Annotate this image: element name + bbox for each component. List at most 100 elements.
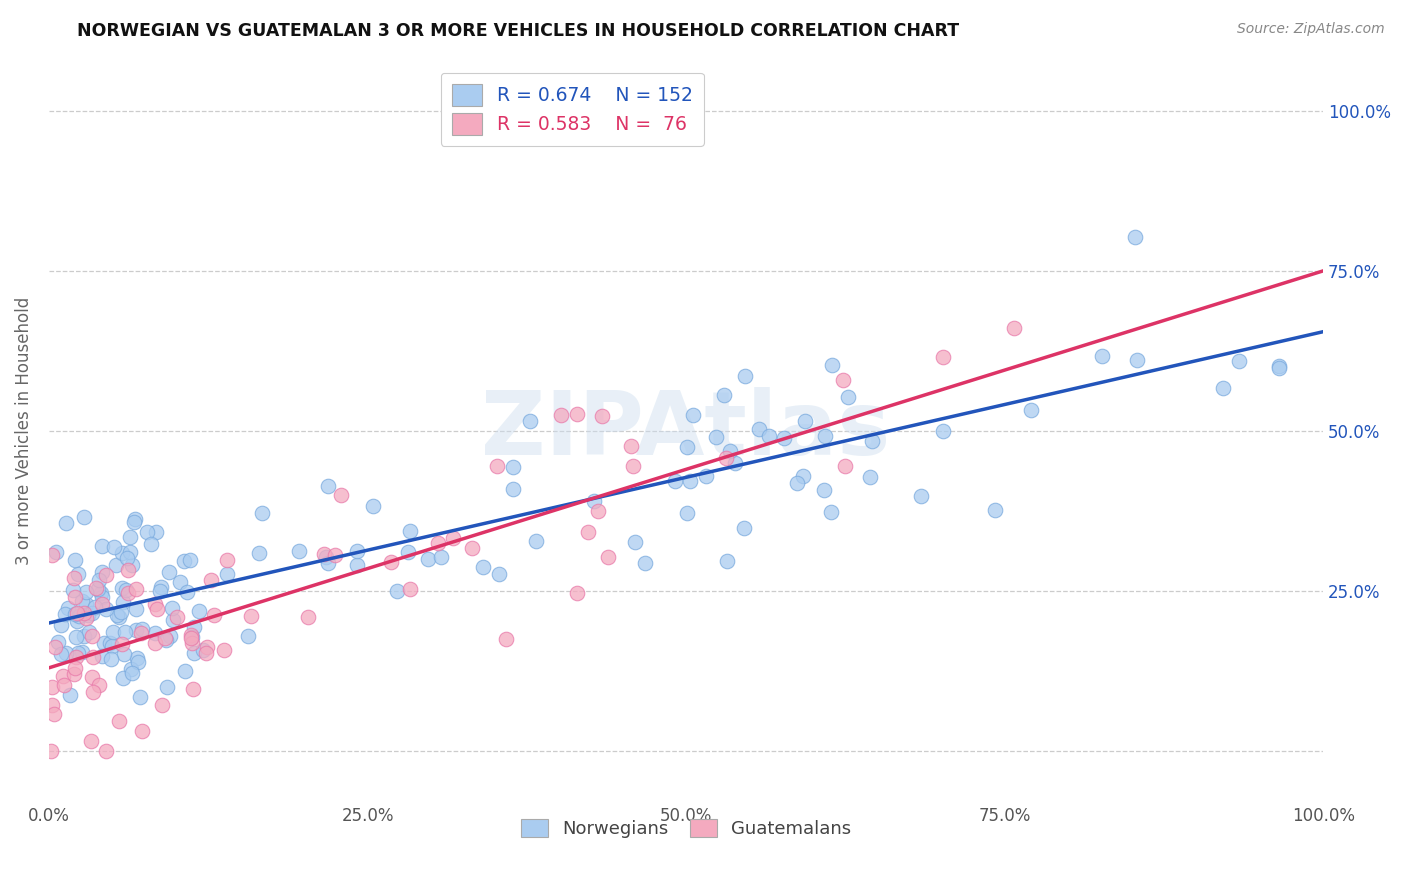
- Point: [252, 506, 274, 520]
- Point: [162, 613, 184, 627]
- Point: [63, 661, 86, 675]
- Point: [984, 503, 1007, 517]
- Point: [66, 606, 89, 620]
- Point: [202, 608, 225, 623]
- Point: [66, 646, 89, 660]
- Point: [247, 546, 270, 560]
- Point: [111, 595, 134, 609]
- Point: [837, 390, 859, 404]
- Point: [786, 476, 808, 491]
- Point: [664, 475, 686, 489]
- Point: [83, 600, 105, 615]
- Point: [91, 590, 114, 604]
- Point: [931, 351, 953, 365]
- Point: [80, 606, 103, 620]
- Point: [695, 468, 717, 483]
- Point: [678, 475, 700, 489]
- Point: [519, 414, 541, 428]
- Point: [89, 678, 111, 692]
- Point: [72, 629, 94, 643]
- Point: [100, 652, 122, 666]
- Point: [91, 539, 114, 553]
- Point: [180, 632, 202, 646]
- Point: [155, 632, 177, 646]
- Point: [66, 615, 89, 629]
- Point: [634, 556, 657, 570]
- Point: [398, 582, 420, 596]
- Point: [121, 558, 143, 572]
- Point: [441, 531, 464, 545]
- Point: [77, 607, 100, 622]
- Point: [41, 698, 63, 712]
- Point: [1212, 382, 1234, 396]
- Point: [591, 409, 613, 423]
- Point: [105, 558, 128, 572]
- Point: [46, 635, 69, 649]
- Point: [145, 525, 167, 540]
- Point: [330, 488, 353, 502]
- Point: [150, 580, 173, 594]
- Point: [820, 505, 842, 519]
- Point: [565, 407, 588, 421]
- Point: [621, 459, 644, 474]
- Point: [860, 434, 883, 448]
- Point: [51, 618, 73, 632]
- Point: [59, 688, 82, 702]
- Point: [361, 499, 384, 513]
- Point: [67, 608, 90, 623]
- Point: [45, 545, 67, 559]
- Point: [191, 642, 214, 657]
- Point: [1227, 354, 1250, 368]
- Point: [416, 552, 439, 566]
- Point: [488, 566, 510, 581]
- Point: [87, 582, 110, 596]
- Point: [315, 550, 337, 565]
- Point: [734, 368, 756, 383]
- Point: [111, 581, 134, 595]
- Point: [110, 605, 132, 619]
- Point: [136, 524, 159, 539]
- Point: [215, 567, 238, 582]
- Point: [94, 744, 117, 758]
- Point: [471, 559, 494, 574]
- Point: [724, 456, 747, 470]
- Point: [931, 424, 953, 438]
- Point: [181, 682, 204, 697]
- Point: [96, 568, 118, 582]
- Point: [675, 506, 697, 520]
- Text: ZIPAtlas: ZIPAtlas: [481, 387, 890, 475]
- Point: [55, 516, 77, 530]
- Point: [63, 570, 86, 584]
- Point: [125, 651, 148, 665]
- Point: [772, 431, 794, 445]
- Point: [143, 598, 166, 612]
- Point: [118, 544, 141, 558]
- Point: [103, 541, 125, 555]
- Point: [1019, 402, 1042, 417]
- Point: [733, 521, 755, 535]
- Point: [67, 566, 90, 581]
- Point: [1268, 360, 1291, 375]
- Point: [1126, 353, 1149, 368]
- Point: [52, 678, 75, 692]
- Point: [173, 554, 195, 568]
- Point: [100, 640, 122, 654]
- Point: [75, 597, 97, 611]
- Point: [128, 690, 150, 705]
- Point: [86, 581, 108, 595]
- Point: [502, 459, 524, 474]
- Point: [316, 556, 339, 570]
- Point: [65, 630, 87, 644]
- Point: [215, 553, 238, 567]
- Legend: Norwegians, Guatemalans: Norwegians, Guatemalans: [513, 812, 859, 846]
- Point: [70, 594, 93, 608]
- Point: [200, 573, 222, 587]
- Point: [162, 600, 184, 615]
- Point: [179, 553, 201, 567]
- Point: [82, 650, 104, 665]
- Point: [155, 632, 177, 647]
- Point: [75, 585, 97, 599]
- Point: [125, 623, 148, 637]
- Point: [427, 535, 450, 549]
- Point: [1091, 349, 1114, 363]
